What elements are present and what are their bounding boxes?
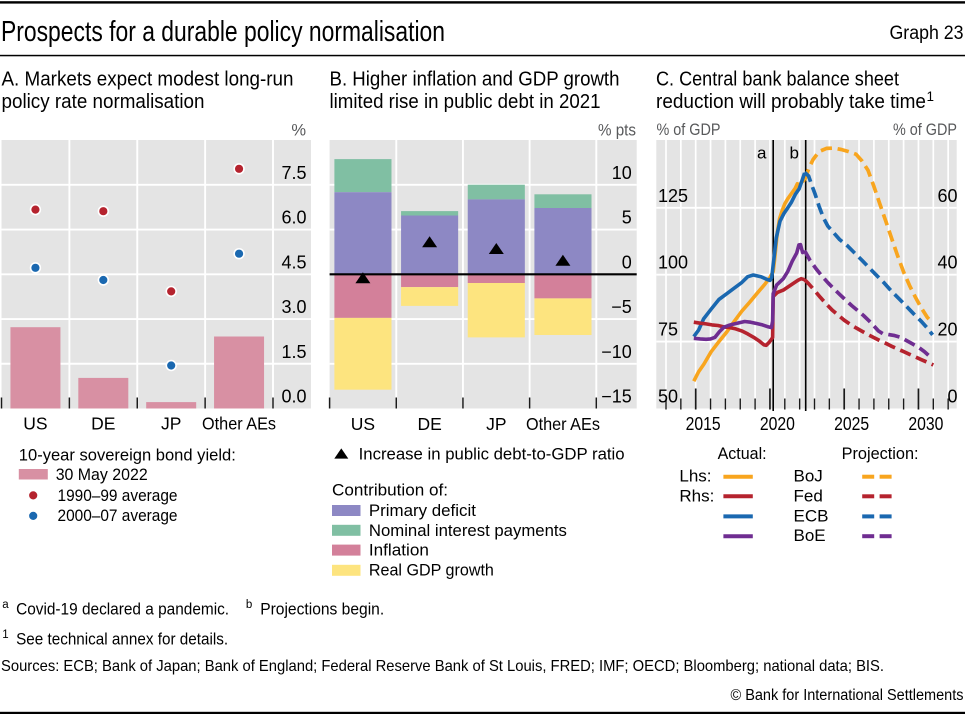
svg-text:10: 10 [612,163,632,183]
svg-text:30 May 2022: 30 May 2022 [56,465,148,484]
svg-text:Nominal interest payments: Nominal interest payments [369,521,567,540]
svg-text:%: % [291,122,306,140]
svg-text:Rhs:: Rhs: [679,486,714,505]
svg-text:C. Central bank balance sheet: C. Central bank balance sheet [656,69,899,91]
svg-text:BoE: BoE [794,526,826,545]
svg-text:0: 0 [622,252,632,272]
svg-text:2030: 2030 [908,414,943,434]
svg-text:A. Markets expect modest long-: A. Markets expect modest long-run [2,69,294,91]
svg-text:20: 20 [937,320,957,340]
svg-text:b: b [790,144,799,163]
svg-text:Inflation: Inflation [369,541,429,560]
svg-text:2015: 2015 [686,414,721,434]
svg-text:75: 75 [658,320,678,340]
svg-text:JP: JP [161,414,181,434]
svg-text:1: 1 [2,629,8,641]
svg-text:60: 60 [937,186,957,206]
svg-text:100: 100 [658,253,688,273]
svg-text:JP: JP [486,414,506,434]
svg-text:50: 50 [658,387,678,407]
svg-text:1.5: 1.5 [281,342,306,362]
svg-text:limited rise in public debt in: limited rise in public debt in 2021 [330,91,601,113]
svg-text:DE: DE [417,414,441,434]
svg-text:BoJ: BoJ [794,467,823,486]
svg-text:Other AEs: Other AEs [526,414,600,434]
svg-text:US: US [351,414,375,434]
svg-text:1990–99 average: 1990–99 average [58,486,178,505]
svg-text:4.5: 4.5 [281,252,306,272]
svg-text:2000–07 average: 2000–07 average [58,506,178,525]
svg-text:Fed: Fed [794,486,823,505]
svg-text:Real GDP growth: Real GDP growth [369,561,494,580]
svg-text:1: 1 [927,89,935,104]
svg-text:% of GDP: % of GDP [657,121,721,139]
svg-text:Prospects for a durable policy: Prospects for a durable policy normalisa… [1,16,445,48]
svg-text:40: 40 [937,253,957,273]
svg-text:Graph 23: Graph 23 [890,23,964,44]
svg-text:Projections begin.: Projections begin. [260,601,384,619]
svg-text:ECB: ECB [794,506,829,525]
svg-text:3.0: 3.0 [281,297,306,317]
svg-text:10-year sovereign bond yield:: 10-year sovereign bond yield: [19,446,236,465]
svg-text:a: a [757,144,767,163]
svg-text:Actual:: Actual: [718,444,767,463]
svg-text:5: 5 [622,208,632,228]
svg-text:Sources: ECB; Bank of Japan; B: Sources: ECB; Bank of Japan; Bank of Eng… [1,658,884,675]
svg-text:Increase in public debt-to-GDP: Increase in public debt-to-GDP ratio [359,444,625,463]
svg-text:US: US [23,414,47,434]
svg-text:−5: −5 [611,297,632,317]
svg-text:Primary deficit: Primary deficit [369,501,476,520]
svg-text:reduction will probably take t: reduction will probably take time [656,91,926,113]
svg-text:See technical annex for detail: See technical annex for details. [16,631,228,649]
svg-text:© Bank for International Settl: © Bank for International Settlements [731,687,964,704]
svg-text:b: b [246,599,252,611]
svg-text:% pts: % pts [598,122,636,140]
svg-text:0: 0 [947,387,957,407]
svg-text:2025: 2025 [834,414,869,434]
svg-text:Lhs:: Lhs: [679,467,711,486]
svg-text:6.0: 6.0 [281,208,306,228]
svg-text:policy rate normalisation: policy rate normalisation [2,91,205,113]
svg-text:−10: −10 [601,342,632,362]
svg-text:DE: DE [91,414,115,434]
svg-text:125: 125 [658,186,688,206]
svg-text:Contribution of:: Contribution of: [332,480,448,499]
svg-text:Projection:: Projection: [842,444,919,463]
svg-text:0.0: 0.0 [281,387,306,407]
svg-text:2020: 2020 [760,414,795,434]
svg-text:a: a [2,599,9,611]
svg-text:Covid-19 declared a pandemic.: Covid-19 declared a pandemic. [16,601,229,619]
svg-text:B. Higher inflation and GDP gr: B. Higher inflation and GDP growth [330,69,620,91]
svg-text:−15: −15 [601,387,632,407]
svg-text:7.5: 7.5 [281,163,306,183]
svg-text:% of GDP: % of GDP [893,121,957,139]
svg-text:Other AEs: Other AEs [202,414,276,434]
